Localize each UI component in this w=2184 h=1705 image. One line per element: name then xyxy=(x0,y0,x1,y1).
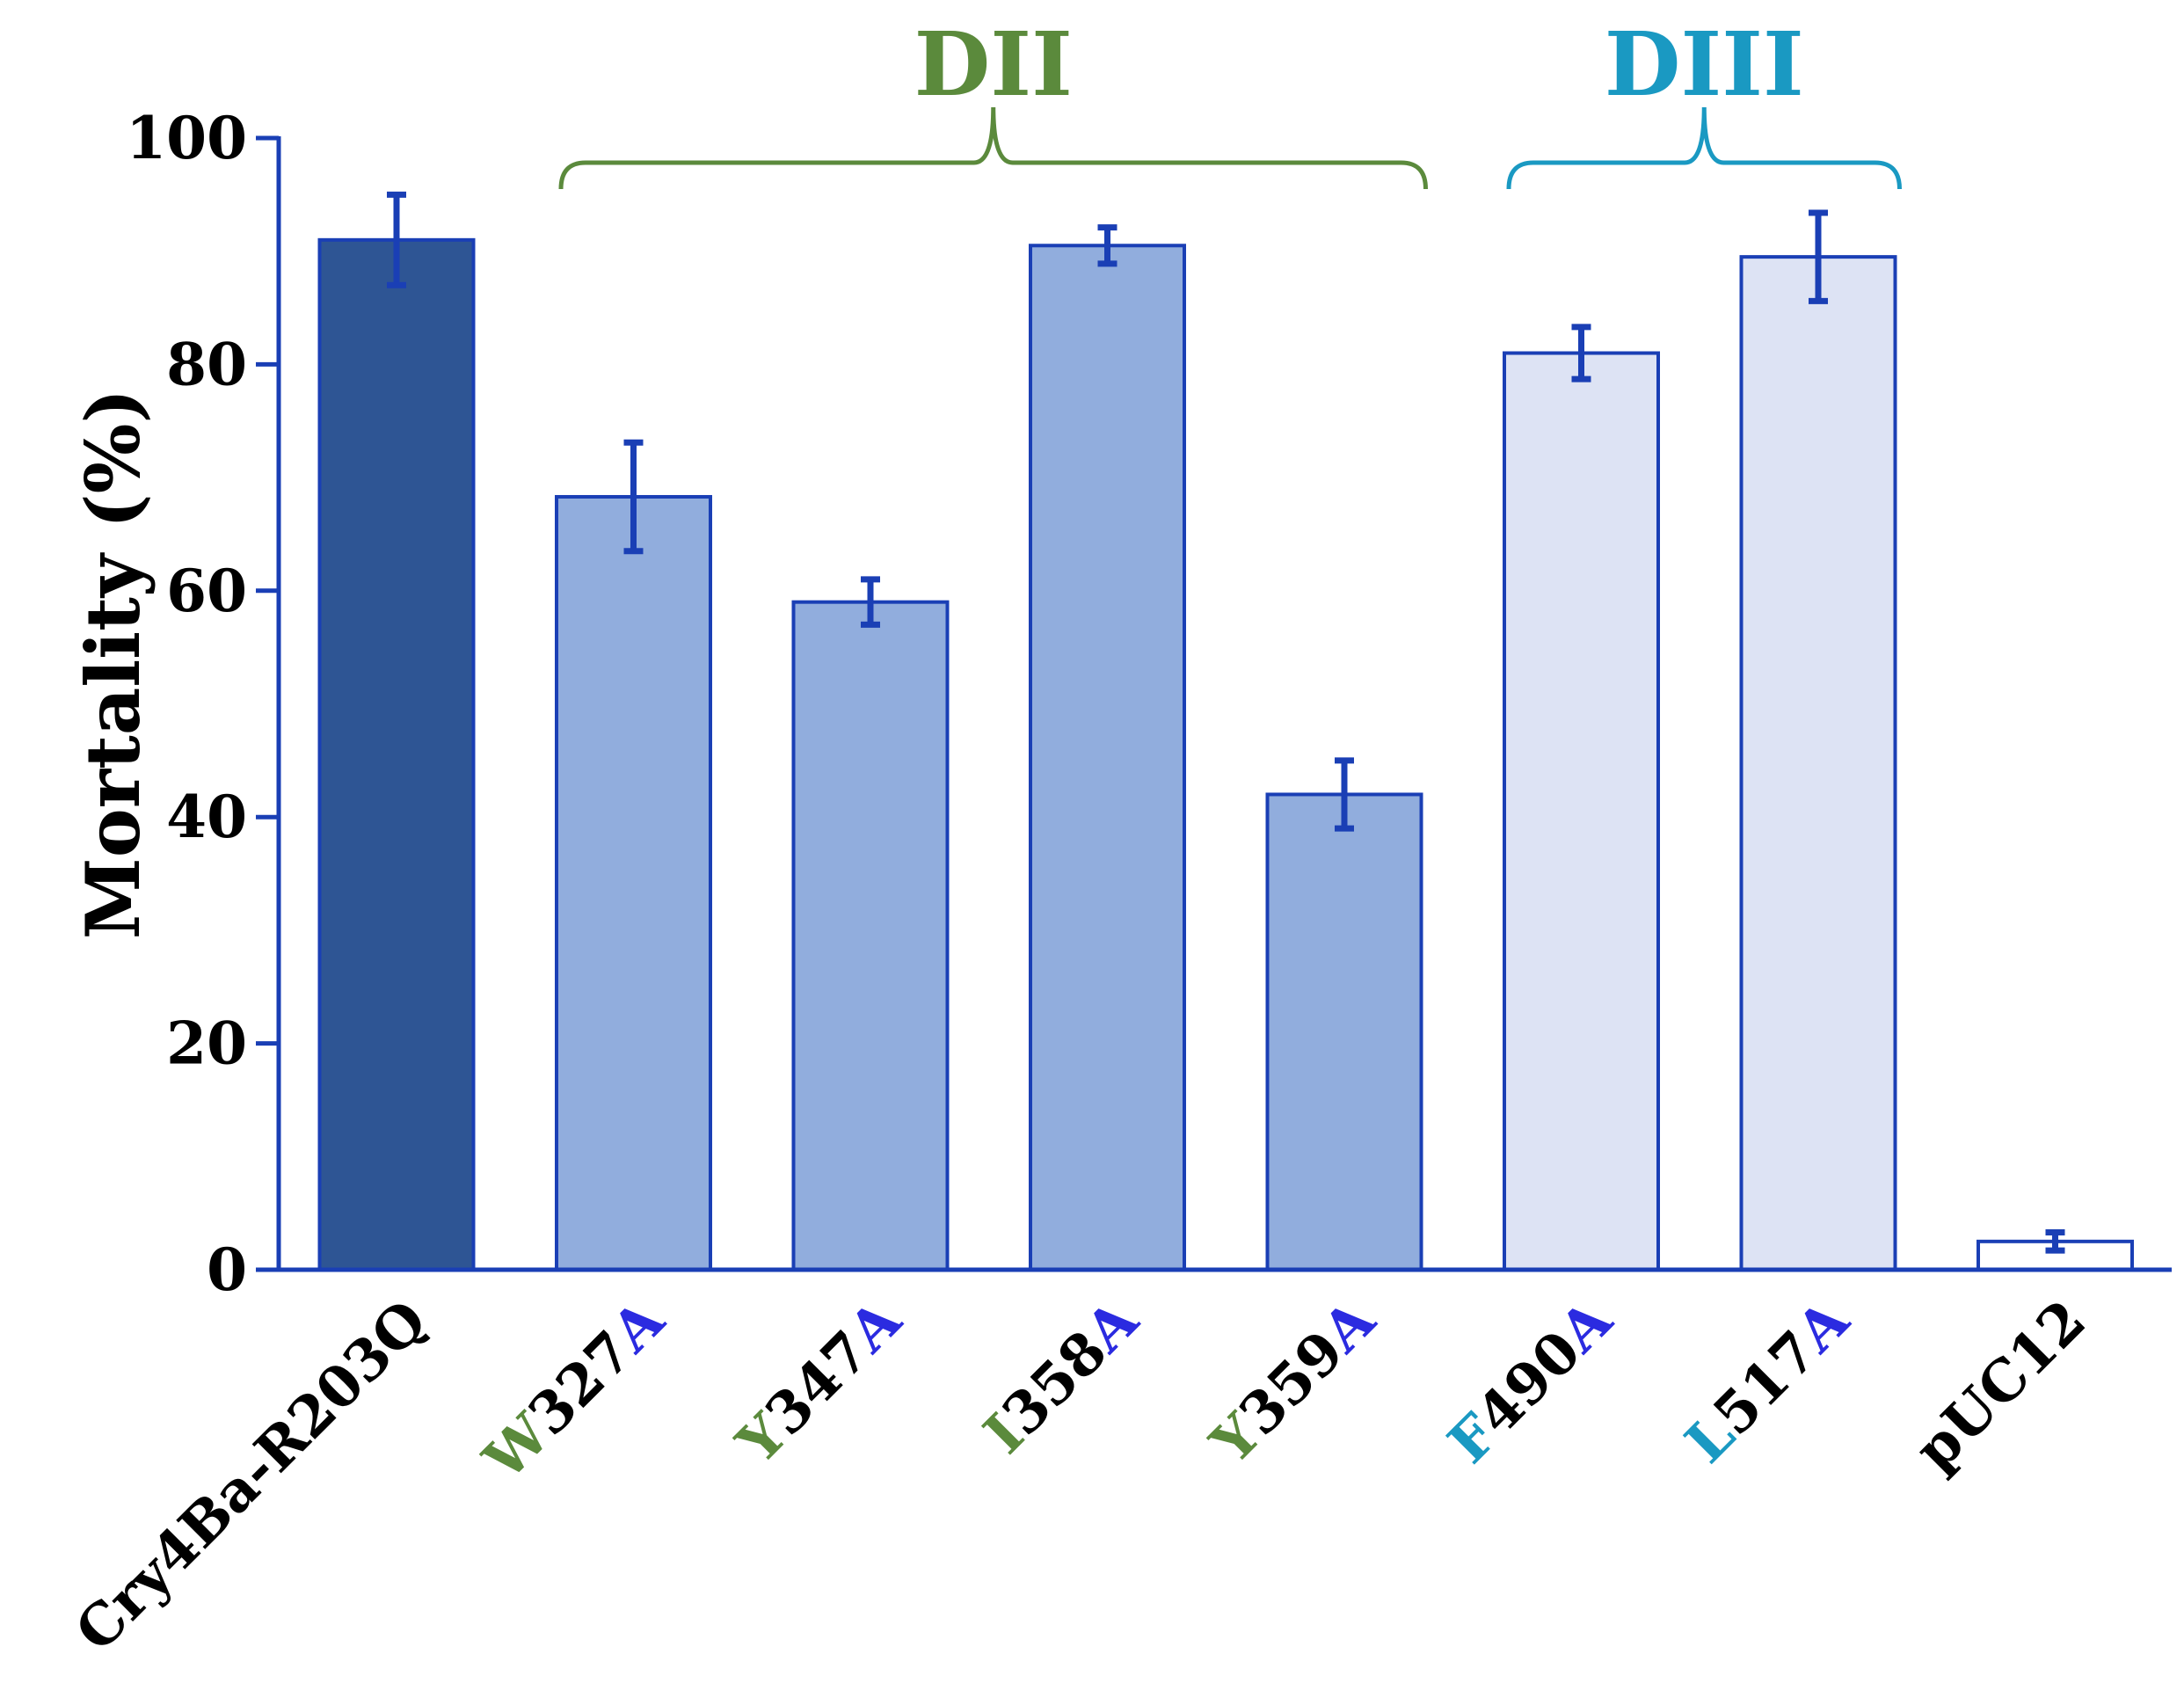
error-bar-y347a xyxy=(861,576,880,628)
x-tick-label-l517a: L517A xyxy=(1673,1286,1862,1475)
bar-f490a xyxy=(1503,351,1660,1271)
y-tick-label-20: 20 xyxy=(166,1009,247,1078)
bars-layer xyxy=(317,237,2134,1272)
group-label-dii: DII xyxy=(914,12,1073,116)
x-tick-label-y347a: Y347A xyxy=(724,1286,915,1477)
axes-layer xyxy=(276,136,2172,1272)
x-tick-label-i358a: I358A xyxy=(972,1286,1152,1467)
x-tick-label-f490a: F490A xyxy=(1436,1286,1626,1476)
x-tick-label-w327a: W327A xyxy=(471,1286,678,1493)
y-tick-label-0: 0 xyxy=(207,1235,247,1304)
error-bar-f490a xyxy=(1571,324,1591,383)
y-ticks-layer: 0 20 40 60 80 100 xyxy=(126,104,279,1304)
error-bar-puc12 xyxy=(2045,1229,2065,1254)
error-bar-w327a xyxy=(623,439,644,555)
error-bar-cry4ba-r203q xyxy=(387,191,406,288)
error-bars-layer xyxy=(387,191,2065,1254)
group-label-diii: DIII xyxy=(1605,12,1804,116)
bar-w327a xyxy=(555,494,712,1271)
y-axis-label: Mortality (%) xyxy=(69,389,157,939)
x-tick-label-y359a: Y359A xyxy=(1198,1286,1389,1477)
x-tick-label-cry4ba-r203q: Cry4Ba-R203Q xyxy=(63,1287,440,1665)
y-tick-label-40: 40 xyxy=(166,783,247,851)
y-tick-label-60: 60 xyxy=(166,557,247,625)
y-tick-label-80: 80 xyxy=(166,330,247,398)
x-tick-label-puc12: pUC12 xyxy=(1903,1287,2099,1483)
error-bar-l517a xyxy=(1809,209,1828,304)
y-tick-label-100: 100 xyxy=(126,104,247,172)
bar-i358a xyxy=(1029,244,1186,1271)
group-brackets-layer: DII DIII xyxy=(558,12,1902,190)
bar-y359a xyxy=(1265,792,1423,1271)
bar-l517a xyxy=(1739,255,1897,1271)
bar-y347a xyxy=(791,600,950,1271)
error-bar-i358a xyxy=(1097,224,1117,267)
group-bracket-dii: DII xyxy=(558,12,1428,190)
bar-cry4ba-r203q xyxy=(317,237,476,1272)
group-bracket-diii: DIII xyxy=(1506,12,1902,190)
error-bar-y359a xyxy=(1335,757,1354,832)
